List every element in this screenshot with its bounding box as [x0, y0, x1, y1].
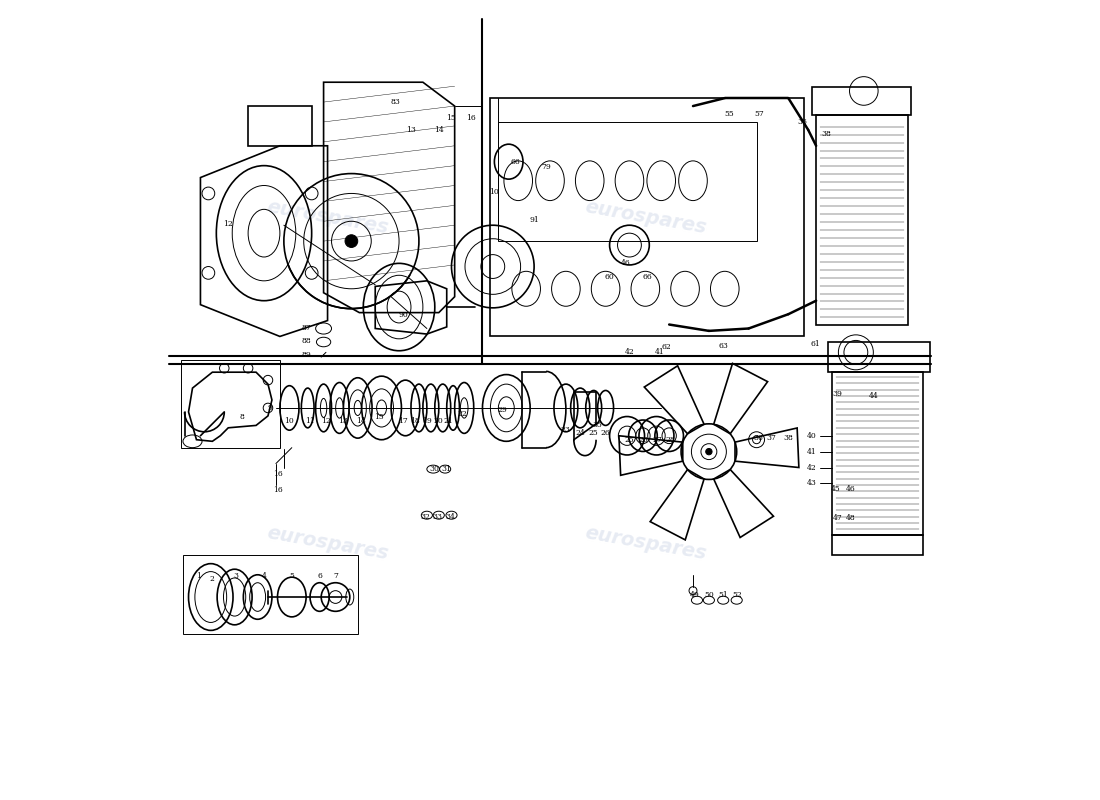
Text: 11: 11 — [305, 418, 315, 426]
Text: 47: 47 — [833, 514, 843, 522]
Text: 57: 57 — [755, 110, 764, 118]
Text: 33: 33 — [432, 513, 442, 521]
Text: 23: 23 — [561, 426, 571, 434]
Text: 16: 16 — [465, 114, 475, 122]
Text: 44: 44 — [869, 392, 879, 400]
Text: 18: 18 — [410, 418, 420, 426]
Text: 91: 91 — [529, 216, 539, 224]
Text: 39: 39 — [833, 390, 843, 398]
Text: 19: 19 — [422, 418, 431, 426]
Bar — [828, 342, 929, 372]
Bar — [812, 87, 912, 114]
Text: 30: 30 — [430, 465, 440, 473]
Text: 66: 66 — [642, 273, 652, 281]
Text: 79: 79 — [541, 163, 551, 171]
Text: 50: 50 — [704, 591, 714, 599]
Text: 35: 35 — [593, 422, 603, 430]
Text: 25: 25 — [588, 430, 598, 438]
Text: 52: 52 — [733, 591, 742, 599]
Text: 3: 3 — [233, 572, 239, 580]
Text: 38: 38 — [783, 434, 793, 442]
Text: 60: 60 — [605, 273, 615, 281]
Text: 36: 36 — [754, 434, 763, 442]
Text: 14: 14 — [356, 418, 366, 426]
Text: 61: 61 — [811, 340, 821, 348]
Text: 90: 90 — [398, 311, 408, 319]
Text: 34: 34 — [446, 513, 455, 521]
Text: 42: 42 — [807, 463, 817, 471]
Text: 28: 28 — [666, 436, 675, 444]
Text: 46: 46 — [846, 485, 855, 493]
Text: 26: 26 — [601, 430, 610, 438]
Text: 42: 42 — [625, 348, 635, 356]
Text: 55: 55 — [725, 110, 735, 118]
Text: 9: 9 — [268, 404, 273, 412]
Text: 45: 45 — [832, 485, 840, 493]
Text: 16: 16 — [274, 486, 283, 494]
Text: eurospares: eurospares — [583, 198, 707, 238]
Bar — [832, 535, 923, 555]
Text: 83: 83 — [390, 98, 400, 106]
Text: 21: 21 — [443, 418, 453, 426]
Text: 25: 25 — [625, 436, 635, 444]
Text: eurospares: eurospares — [583, 523, 707, 563]
Text: 16: 16 — [273, 470, 283, 478]
Text: 17: 17 — [398, 418, 408, 426]
Circle shape — [345, 234, 358, 247]
Text: 32: 32 — [420, 513, 430, 521]
Text: 88: 88 — [301, 338, 311, 346]
Text: 26: 26 — [639, 436, 649, 444]
Text: 43: 43 — [807, 479, 817, 487]
Text: 12: 12 — [321, 418, 331, 426]
Bar — [816, 114, 908, 326]
Text: 48: 48 — [846, 514, 855, 522]
Text: 5: 5 — [289, 572, 294, 580]
Text: 1: 1 — [197, 572, 201, 580]
Text: 46: 46 — [620, 258, 630, 266]
Text: 87: 87 — [301, 324, 311, 332]
Text: 66: 66 — [510, 158, 520, 166]
Text: 40: 40 — [807, 432, 817, 440]
Text: 51: 51 — [718, 591, 728, 599]
Text: 29: 29 — [497, 406, 507, 414]
Text: 13: 13 — [339, 418, 349, 426]
Text: 4: 4 — [262, 572, 266, 580]
Bar — [183, 555, 358, 634]
Text: 41: 41 — [807, 448, 817, 456]
Text: 31: 31 — [442, 465, 452, 473]
Text: 8: 8 — [240, 414, 244, 422]
Text: 15: 15 — [446, 114, 455, 122]
Text: 7: 7 — [333, 572, 338, 580]
Text: 38: 38 — [822, 130, 832, 138]
Text: 37: 37 — [766, 434, 775, 442]
Text: eurospares: eurospares — [265, 198, 390, 238]
Text: 14: 14 — [433, 126, 443, 134]
Text: 10: 10 — [285, 418, 295, 426]
Text: 22: 22 — [458, 410, 468, 418]
Text: 12: 12 — [223, 220, 233, 228]
Text: 15: 15 — [374, 414, 384, 422]
Text: 20: 20 — [433, 418, 443, 426]
Text: 13: 13 — [406, 126, 416, 134]
Text: 36: 36 — [798, 118, 807, 126]
Text: 41: 41 — [654, 348, 664, 356]
Text: 10: 10 — [490, 188, 499, 196]
Text: 2: 2 — [210, 574, 214, 582]
Text: 49: 49 — [690, 591, 700, 599]
Text: 24: 24 — [575, 430, 585, 438]
Bar — [832, 372, 923, 535]
Text: 89: 89 — [301, 350, 311, 358]
Text: 62: 62 — [662, 342, 672, 350]
Bar — [180, 360, 279, 448]
Text: 6: 6 — [317, 572, 322, 580]
Text: eurospares: eurospares — [265, 523, 390, 563]
Circle shape — [706, 449, 712, 455]
Text: 27: 27 — [652, 436, 662, 444]
Text: 63: 63 — [718, 342, 728, 350]
